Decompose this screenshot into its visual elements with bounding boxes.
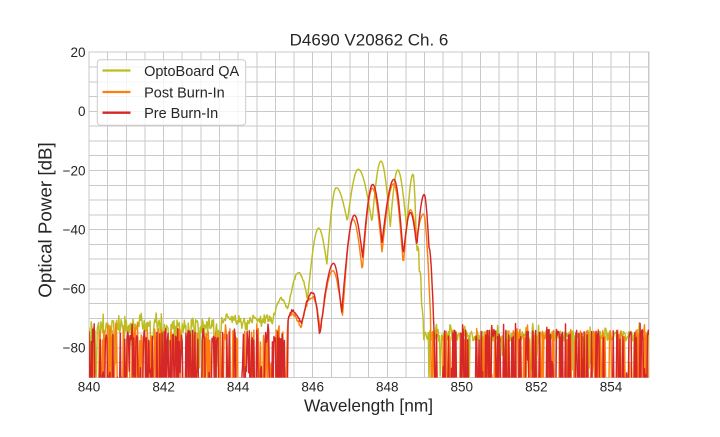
svg-text:−80: −80 <box>63 341 86 356</box>
svg-text:−60: −60 <box>63 282 86 297</box>
svg-text:852: 852 <box>525 379 548 394</box>
svg-text:842: 842 <box>152 379 175 394</box>
svg-text:Wavelength [nm]: Wavelength [nm] <box>304 396 433 416</box>
svg-text:840: 840 <box>78 379 101 394</box>
svg-text:854: 854 <box>600 379 623 394</box>
svg-text:846: 846 <box>301 379 324 394</box>
svg-text:Post Burn-In: Post Burn-In <box>144 85 225 101</box>
svg-text:0: 0 <box>78 104 86 119</box>
svg-text:D4690 V20862 Ch. 6: D4690 V20862 Ch. 6 <box>290 31 449 50</box>
svg-text:844: 844 <box>227 379 250 394</box>
svg-text:850: 850 <box>451 379 474 394</box>
svg-text:−20: −20 <box>63 163 86 178</box>
svg-text:20: 20 <box>70 45 85 60</box>
svg-text:Pre Burn-In: Pre Burn-In <box>144 106 218 122</box>
svg-text:−40: −40 <box>63 222 86 237</box>
svg-text:OptoBoard QA: OptoBoard QA <box>144 64 239 80</box>
svg-text:848: 848 <box>376 379 399 394</box>
svg-text:Optical Power [dB]: Optical Power [dB] <box>35 142 56 298</box>
